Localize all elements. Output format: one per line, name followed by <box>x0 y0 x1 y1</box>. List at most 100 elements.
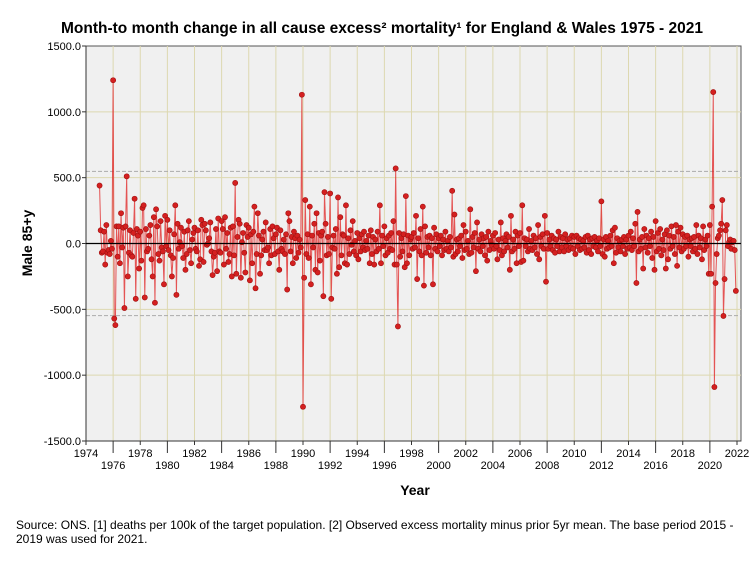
data-point <box>154 223 161 230</box>
data-point <box>174 220 181 227</box>
data-point <box>182 266 189 273</box>
data-point <box>241 249 248 256</box>
x-tick-label: 2018 <box>671 448 695 460</box>
data-point <box>510 236 517 243</box>
data-point <box>389 247 396 253</box>
data-point <box>194 227 201 234</box>
data-point <box>201 220 208 227</box>
data-point <box>371 261 378 268</box>
x-tick-label: 2006 <box>508 448 532 460</box>
data-point <box>685 253 692 260</box>
data-point <box>634 208 641 215</box>
data-point <box>129 253 136 260</box>
data-point <box>283 231 289 238</box>
data-point <box>102 261 109 268</box>
data-point <box>460 222 467 228</box>
data-point <box>236 220 243 227</box>
data-point <box>598 198 605 205</box>
data-point <box>417 226 424 232</box>
data-point <box>669 243 676 250</box>
data-point <box>334 270 340 277</box>
data-point <box>610 260 617 267</box>
x-tick-label: 2002 <box>454 448 478 460</box>
data-point <box>631 243 638 250</box>
data-point <box>605 237 612 244</box>
data-point <box>107 237 114 244</box>
data-point <box>467 206 474 213</box>
data-point <box>704 232 711 239</box>
x-tick-label: 2020 <box>698 460 722 472</box>
y-tick-label: 500.0 <box>53 173 81 185</box>
data-point <box>310 244 317 251</box>
reference-lines <box>86 170 741 317</box>
data-point <box>340 232 347 239</box>
data-point <box>184 227 191 234</box>
data-point <box>721 276 728 282</box>
data-point <box>349 218 356 225</box>
data-point <box>149 273 156 280</box>
data-point <box>665 256 671 263</box>
data-point <box>295 249 302 256</box>
data-point <box>410 230 417 236</box>
data-point <box>343 202 349 209</box>
data-point <box>664 227 670 234</box>
data-point <box>338 252 345 259</box>
data-point <box>276 266 283 273</box>
data-point <box>178 224 184 231</box>
data-point <box>185 218 192 225</box>
data-point <box>369 251 375 257</box>
data-point <box>317 257 323 264</box>
data-point <box>344 261 350 268</box>
data-point <box>332 226 339 232</box>
y-tick-label: -1000.0 <box>44 370 81 382</box>
data-point <box>378 260 384 267</box>
data-point <box>404 260 410 267</box>
data-point <box>320 293 327 300</box>
data-point <box>457 243 463 250</box>
data-point <box>173 291 180 298</box>
data-point <box>337 214 344 221</box>
data-point <box>463 245 470 252</box>
data-point <box>700 223 706 230</box>
data-point <box>259 236 266 243</box>
data-point <box>447 234 453 240</box>
data-point <box>657 226 664 232</box>
data-point <box>471 230 478 236</box>
data-point <box>157 218 164 225</box>
data-point <box>449 187 456 194</box>
data-point <box>130 230 137 236</box>
data-point <box>233 270 240 277</box>
data-point <box>709 203 716 210</box>
data-point <box>213 226 219 232</box>
data-point <box>649 255 656 261</box>
x-tick-label: 1980 <box>155 460 179 472</box>
data-point <box>647 243 653 250</box>
data-point <box>308 281 314 288</box>
data-point <box>423 249 430 256</box>
data-point <box>103 222 110 228</box>
data-point <box>534 251 540 257</box>
data-point <box>114 253 121 260</box>
data-point <box>131 195 138 202</box>
data-point <box>428 235 435 242</box>
data-point <box>553 236 560 243</box>
data-point <box>355 256 362 263</box>
data-point <box>648 228 655 235</box>
data-point <box>165 247 172 253</box>
data-point <box>640 265 647 272</box>
data-point <box>713 251 720 257</box>
data-point <box>515 243 522 250</box>
data-point <box>719 197 726 203</box>
data-point <box>200 259 207 265</box>
data-point <box>118 210 124 217</box>
data-point <box>257 270 263 277</box>
data-point <box>123 173 130 180</box>
data-point <box>673 222 679 228</box>
data-point <box>651 266 658 273</box>
x-tick-label: 1982 <box>182 448 206 460</box>
data-point <box>390 218 397 225</box>
data-point <box>627 228 634 235</box>
data-point <box>153 206 159 213</box>
data-point <box>504 244 511 251</box>
data-point <box>731 247 738 253</box>
